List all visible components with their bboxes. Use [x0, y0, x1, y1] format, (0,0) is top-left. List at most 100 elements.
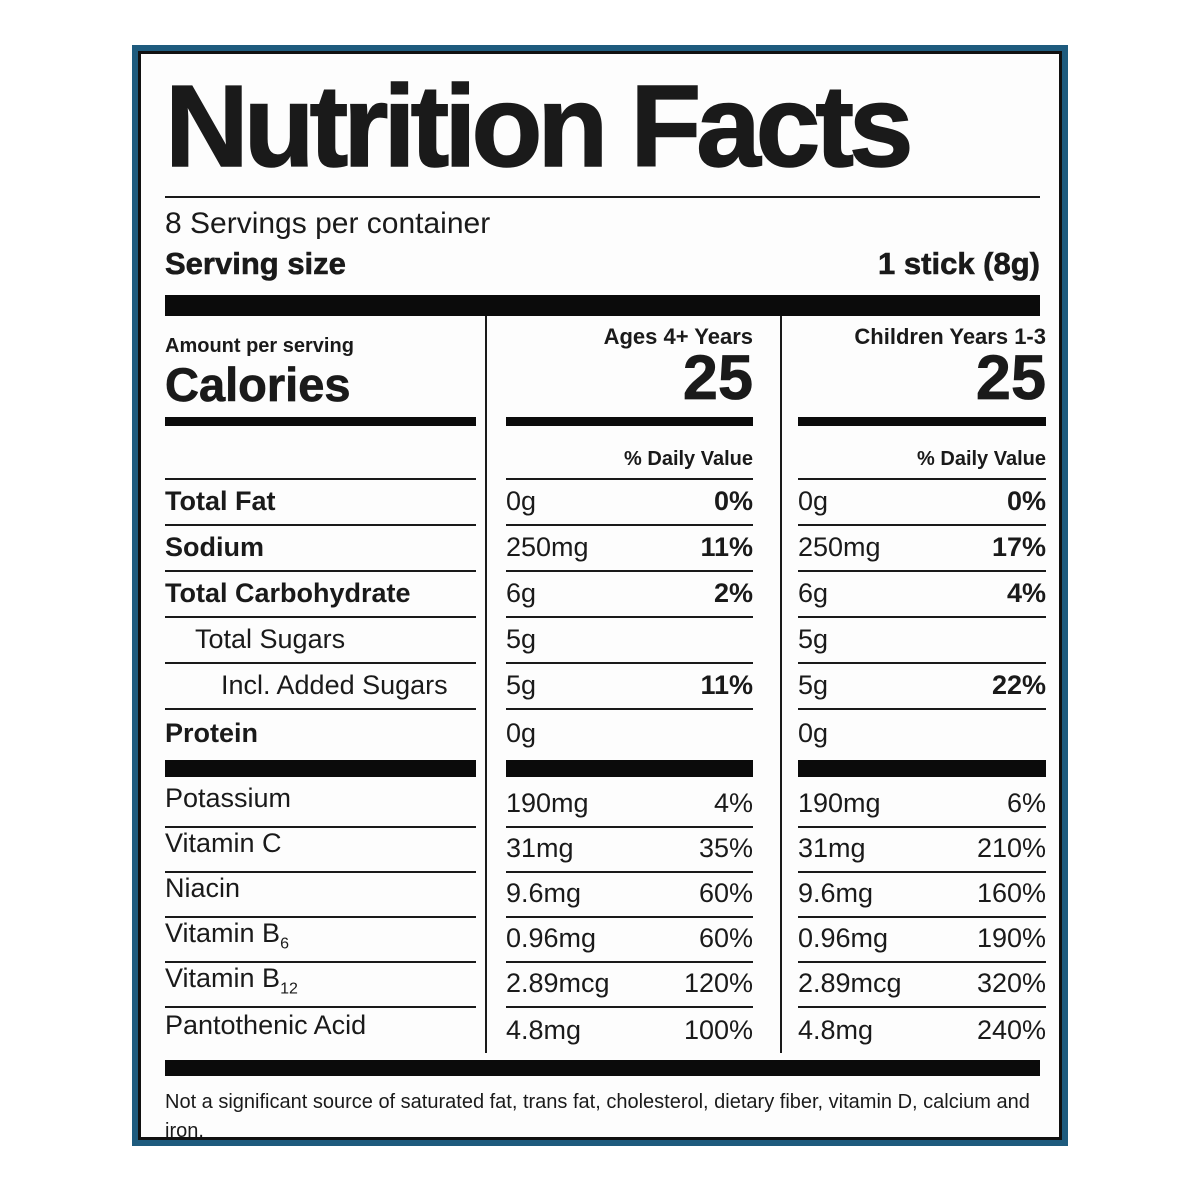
nutrient-amount: 190mg [506, 787, 589, 818]
children-calories-underbar [798, 416, 1046, 426]
children-column-header: Children Years 1-3 [854, 323, 1046, 349]
nutrient-ages-cell: 5g 11% [485, 663, 780, 710]
vitamin-row: Vitamin B12 [141, 963, 485, 1008]
protein-separator-bar [798, 759, 1046, 777]
nutrient-ages-cell: 0g 0% [485, 479, 780, 526]
nutrient-name: Total Carbohydrate [165, 577, 411, 608]
servings-per-container: 8 Servings per container [165, 206, 491, 240]
vitamin-row: Niacin [141, 873, 485, 918]
vitamin-children-cell: 31mg 210% [780, 827, 1059, 873]
nutrition-table: Amount per serving Calories Ages 4+ Year… [141, 315, 1059, 1053]
serving-size-label: Serving size [165, 245, 347, 281]
nutrient-amount: 5g [506, 669, 537, 700]
nutrient-amount: 190mg [798, 787, 881, 818]
calories-cell: Amount per serving Calories [141, 316, 485, 426]
nutrient-daily-value: 35% [698, 832, 753, 863]
children-dv-header-cell: % Daily Value [780, 425, 1059, 480]
nutrient-daily-value: 60% [698, 922, 753, 953]
label-title: Nutrition Facts [164, 61, 914, 191]
nutrient-ages-cell: 250mg 11% [485, 525, 780, 572]
nutrient-children-cell: 0g [780, 709, 1059, 756]
nutrient-daily-value: 22% [991, 669, 1046, 700]
nutrient-name-subscript: 12 [280, 980, 298, 998]
nutrient-amount: 250mg [506, 531, 589, 562]
title-separator-rule [165, 195, 1040, 198]
vitamin-row: Potassium [141, 783, 485, 828]
nutrient-daily-value: 11% [700, 531, 753, 562]
nutrient-amount: 0g [506, 717, 537, 748]
nutrient-ages-cell: 6g 2% [485, 571, 780, 618]
nutrient-daily-value: 160% [976, 877, 1046, 908]
footer-thick-bar [165, 1059, 1040, 1076]
protein-separator-cell [485, 755, 780, 783]
nutrient-amount: 5g [798, 623, 829, 654]
calories-label: Calories [165, 357, 351, 411]
nutrient-amount: 0g [798, 717, 829, 748]
nutrition-facts-label: Nutrition Facts 8 Servings per container… [132, 45, 1068, 1146]
nutrient-name: Protein [165, 717, 259, 748]
nutrient-name: Total Fat [165, 485, 276, 516]
nutrient-children-cell: 6g 4% [780, 571, 1059, 618]
nutrient-daily-value: 0% [713, 485, 753, 516]
label-header: Nutrition Facts 8 Servings per container… [141, 54, 1059, 316]
ages-calories-underbar [506, 416, 753, 426]
footnote: Not a significant source of saturated fa… [165, 1090, 1030, 1140]
nutrient-daily-value: 240% [976, 1014, 1046, 1045]
ages-dv-header-cell: % Daily Value [485, 425, 780, 480]
vitamin-ages-cell: 4.8mg 100% [485, 1007, 780, 1053]
children-calories-cell: Children Years 1-3 25 [780, 315, 1059, 426]
vitamin-ages-cell: 0.96mg 60% [485, 917, 780, 963]
vitamin-ages-cell: 9.6mg 60% [485, 872, 780, 918]
nutrient-row: Total Carbohydrate [141, 572, 485, 618]
vitamin-ages-cell: 2.89mcg 120% [485, 962, 780, 1008]
nutrient-amount: 31mg [506, 832, 574, 863]
serving-size-row: Serving size 1 stick (8g) [165, 245, 1041, 282]
nutrient-daily-value: 17% [991, 531, 1046, 562]
nutrient-daily-value: 0% [1006, 485, 1046, 516]
protein-separator-bar [165, 759, 476, 777]
nutrient-amount: 5g [798, 669, 829, 700]
nutrient-children-cell: 5g [780, 617, 1059, 664]
nutrient-children-cell: 5g 22% [780, 663, 1059, 710]
dv-header-spacer [141, 426, 485, 480]
nutrient-row: Protein [141, 710, 485, 756]
vitamin-children-cell: 0.96mg 190% [780, 917, 1059, 963]
nutrient-daily-value: 6% [1006, 787, 1046, 818]
vitamin-children-cell: 2.89mcg 320% [780, 962, 1059, 1008]
nutrient-daily-value: 100% [683, 1014, 753, 1045]
nutrient-name: Vitamin C [165, 828, 282, 859]
serving-size-value: 1 stick (8g) [878, 245, 1041, 281]
nutrient-ages-cell: 5g [485, 617, 780, 664]
nutrient-ages-cell: 0g [485, 709, 780, 756]
nutrient-amount: 0g [506, 485, 537, 516]
ages-column-header: Ages 4+ Years [603, 323, 753, 349]
calories-underbar [165, 416, 476, 426]
nutrient-name: Vitamin B12 [165, 963, 298, 998]
nutrient-daily-value: 60% [698, 877, 753, 908]
nutrient-name: Niacin [165, 873, 241, 904]
ages-calories-cell: Ages 4+ Years 25 [485, 315, 780, 426]
nutrient-daily-value: 210% [976, 832, 1046, 863]
ages-calories-value: 25 [682, 342, 754, 413]
daily-value-header: % Daily Value [624, 447, 753, 470]
protein-separator-cell [141, 756, 485, 783]
nutrient-children-cell: 0g 0% [780, 479, 1059, 526]
nutrient-amount: 0.96mg [506, 922, 597, 953]
nutrient-daily-value: 2% [713, 577, 753, 608]
nutrient-amount: 4.8mg [506, 1014, 582, 1045]
nutrient-name: Sodium [165, 531, 264, 562]
nutrient-amount: 2.89mcg [506, 967, 610, 998]
vitamin-children-cell: 4.8mg 240% [780, 1007, 1059, 1053]
daily-value-header: % Daily Value [917, 447, 1046, 470]
nutrient-amount: 2.89mcg [798, 967, 902, 998]
nutrient-amount: 250mg [798, 531, 881, 562]
nutrient-row: Incl. Added Sugars [141, 664, 485, 710]
nutrient-row: Total Sugars [141, 618, 485, 664]
nutrient-amount: 5g [506, 623, 537, 654]
nutrient-amount: 4.8mg [798, 1014, 874, 1045]
amount-per-serving-label: Amount per serving [165, 334, 354, 357]
serving-size-thick-bar [165, 294, 1040, 316]
nutrient-daily-value: 11% [700, 669, 753, 700]
vitamin-row: Vitamin B6 [141, 918, 485, 963]
nutrient-name-subscript: 6 [280, 935, 289, 953]
